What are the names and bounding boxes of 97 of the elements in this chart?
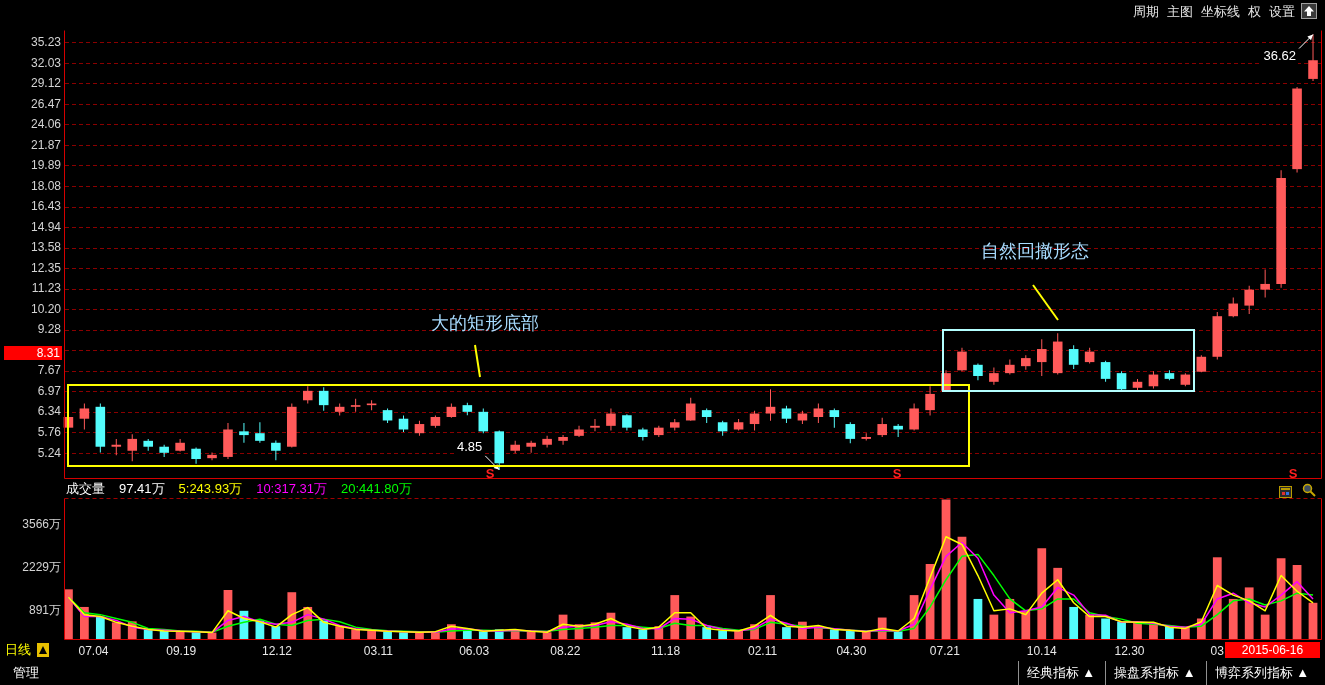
- x-tick-label: 12.12: [261, 643, 293, 658]
- text: 97.41万: [119, 481, 165, 497]
- text: 操盘系指标 ▲: [1105, 661, 1206, 685]
- y-tick-label: 21.87: [30, 137, 62, 152]
- x-tick-label: 09.19: [166, 643, 197, 658]
- bar: [542, 632, 552, 639]
- bar: [1212, 557, 1222, 639]
- y-tick-label: 13.58: [30, 240, 62, 255]
- bar: [271, 626, 281, 639]
- y-tick-label: 6.97: [37, 384, 62, 399]
- bar: [829, 629, 839, 639]
- bar: [1053, 567, 1063, 639]
- y-tick-label: 3566万: [22, 517, 61, 532]
- bar: [159, 630, 169, 639]
- y-tick-label: 12.35: [30, 260, 62, 275]
- y-tick-label: 35.23: [30, 35, 62, 50]
- y-tick-label: 24.06: [30, 117, 62, 132]
- x-tick-label: 06.03: [459, 643, 490, 658]
- bar: [526, 631, 536, 639]
- bar: [1260, 614, 1270, 639]
- x-tick-label: 11.18: [651, 643, 681, 658]
- text: 周期: [1133, 3, 1159, 21]
- bar: [351, 629, 361, 639]
- text: 8.31: [4, 346, 62, 360]
- bar: [95, 616, 105, 639]
- bar: [1117, 621, 1126, 639]
- bar: [1021, 610, 1031, 639]
- text: 20:441.80万: [341, 481, 412, 497]
- bar: [1005, 598, 1015, 639]
- x-tick-label: 10.14: [1026, 643, 1058, 658]
- bar: [1069, 606, 1079, 639]
- y-tick-label: 19.89: [30, 158, 62, 173]
- bar: [1244, 587, 1254, 639]
- text: 设置: [1269, 3, 1295, 21]
- y-tick-label: 891万: [28, 602, 61, 617]
- x-tick-label: 12.30: [1114, 643, 1145, 658]
- x-tick-label: 03: [1210, 643, 1225, 658]
- y-tick-label: 14.94: [30, 219, 62, 234]
- bar: [1101, 618, 1110, 639]
- bar: [734, 630, 743, 639]
- annotation: S: [484, 466, 496, 481]
- bar: [287, 592, 297, 639]
- y-tick-label: 32.03: [30, 55, 62, 70]
- text: 博弈系列指标 ▲: [1205, 661, 1319, 685]
- bar: [1308, 602, 1318, 639]
- x-tick-label: 03.11: [363, 643, 394, 658]
- bar: [989, 614, 999, 639]
- bar: [399, 632, 408, 639]
- text: 主图: [1167, 3, 1193, 21]
- y-tick-label: 11.23: [31, 281, 62, 296]
- y-tick-label: 18.08: [30, 178, 62, 193]
- y-tick-label: 26.47: [30, 96, 62, 111]
- bar: [415, 632, 424, 639]
- bar: [782, 627, 791, 639]
- bar: [1228, 598, 1238, 639]
- bar: [622, 627, 632, 639]
- bar: [1037, 548, 1047, 639]
- text: 管理: [13, 664, 39, 682]
- x-tick-label: 04.30: [836, 643, 867, 658]
- y-tick-label: 7.67: [37, 363, 62, 378]
- bar: [111, 622, 121, 639]
- annotation: 4.85: [456, 439, 483, 455]
- annotation: 大的矩形底部: [430, 312, 540, 334]
- text: 日线: [5, 642, 31, 658]
- bar: [65, 589, 73, 639]
- bar: [335, 626, 345, 639]
- text: 2015-06-16: [1225, 642, 1320, 658]
- bar: [638, 629, 648, 639]
- y-tick-label: 16.43: [30, 199, 62, 214]
- bar: [861, 631, 871, 639]
- x-tick-label: 08.22: [550, 643, 581, 658]
- y-tick-label: 6.34: [37, 404, 62, 419]
- annotation: S: [891, 466, 903, 481]
- y-tick-label: 5.76: [37, 425, 62, 440]
- text: 权: [1248, 3, 1261, 21]
- bar: [973, 598, 983, 639]
- chart-title: 成交量: [66, 481, 105, 497]
- y-tick-label: 29.12: [30, 76, 62, 91]
- bar: [319, 620, 329, 639]
- annotation: S: [1287, 466, 1299, 481]
- x-tick-label: 02.11: [747, 643, 778, 658]
- x-tick-label: 07.04: [78, 643, 109, 658]
- y-tick-label: 2229万: [22, 559, 61, 574]
- text: 坐标线: [1201, 3, 1240, 21]
- annotation: 自然回撤形态: [980, 240, 1090, 262]
- annotation: 36.62: [1263, 48, 1297, 64]
- text: 5:243.93万: [178, 481, 243, 497]
- y-tick-label: 9.28: [37, 322, 62, 337]
- y-tick-label: 10.20: [30, 302, 62, 317]
- bar: [893, 631, 903, 639]
- y-tick-label: 5.24: [37, 445, 62, 460]
- text: 10:317.31万: [256, 481, 327, 497]
- bar: [1085, 614, 1095, 639]
- bar: [191, 632, 201, 639]
- bar: [702, 627, 712, 639]
- text: 经典指标 ▲: [1017, 661, 1106, 685]
- x-tick-label: 07.21: [929, 643, 961, 658]
